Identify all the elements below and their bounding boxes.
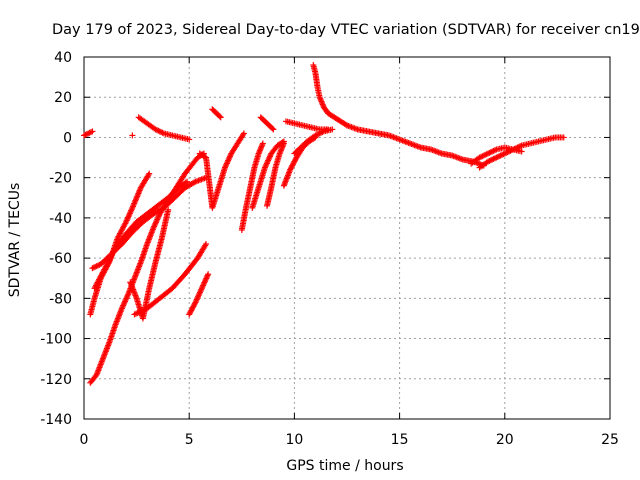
y-tick-label: -60 xyxy=(49,251,72,267)
grid-layer xyxy=(84,57,610,419)
data-point xyxy=(269,125,276,132)
data-point xyxy=(560,134,567,141)
data-point xyxy=(184,178,191,185)
data-point xyxy=(270,126,277,133)
data-point xyxy=(259,140,266,147)
y-tick-label: -20 xyxy=(49,171,72,187)
y-axis-label: SDTVAR / TECUs xyxy=(7,183,23,298)
y-tick-label: -100 xyxy=(40,332,72,348)
x-tick-label: 10 xyxy=(285,432,303,448)
x-tick-label: 25 xyxy=(601,432,619,448)
y-tick-label: 0 xyxy=(63,130,72,146)
data-point xyxy=(518,148,525,155)
tick-layer: 0 5 10 15 20 25 40 20 0 -20 -40 -60 -80 -100 -120 -140 xyxy=(40,50,619,448)
y-tick-label: 40 xyxy=(54,50,72,66)
y-tick-label: -80 xyxy=(49,291,72,307)
data-point xyxy=(280,140,287,147)
data-point xyxy=(165,206,172,213)
y-tick-label: -120 xyxy=(40,372,72,388)
y-tick-label: -140 xyxy=(40,412,72,428)
chart-title: Day 179 of 2023, Sidereal Day-to-day VTE… xyxy=(52,22,640,38)
data-point xyxy=(203,241,210,248)
plot-frame xyxy=(83,56,611,420)
data-point xyxy=(191,179,198,186)
x-tick-label: 20 xyxy=(496,432,514,448)
data-point xyxy=(129,132,136,139)
data-point xyxy=(146,170,153,177)
x-tick-label: 5 xyxy=(185,432,194,448)
y-tick-label: -40 xyxy=(49,211,72,227)
x-tick-label: 15 xyxy=(391,432,409,448)
data-point xyxy=(216,113,223,120)
data-point xyxy=(89,128,96,135)
data-point xyxy=(342,121,349,128)
data-point xyxy=(240,130,247,137)
data-point xyxy=(205,271,212,278)
data-points xyxy=(81,62,567,386)
data-point xyxy=(329,126,336,133)
x-tick-label: 0 xyxy=(80,432,89,448)
x-axis-label: GPS time / hours xyxy=(286,458,403,474)
data-point xyxy=(217,114,224,121)
y-tick-label: 20 xyxy=(54,90,72,106)
data-point xyxy=(186,136,193,143)
data-point xyxy=(191,300,198,307)
